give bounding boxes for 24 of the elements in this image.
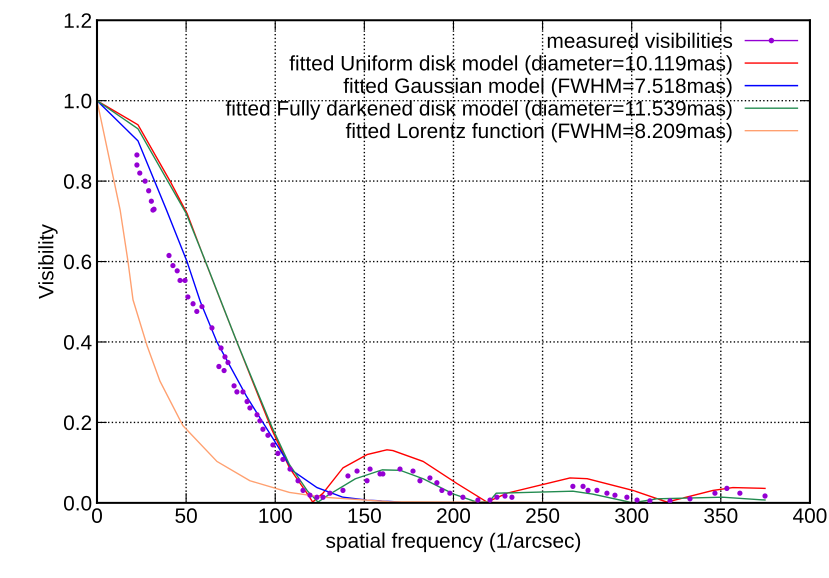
x-tick-label: 350 (704, 508, 738, 524)
legend-label: fitted Uniform disk model (diameter=10.119mas) (290, 55, 732, 75)
legend-label: fitted Fully darkened disk model (diameter=11.539mas) (226, 100, 732, 120)
y-tick-label: 0.6 (64, 254, 92, 270)
x-tick-label: 150 (348, 508, 381, 524)
y-axis-title: Visibility (38, 224, 58, 299)
y-tick-label: 0.2 (64, 415, 92, 430)
x-tick-label: 100 (259, 508, 292, 524)
y-tick-label: 0.8 (64, 174, 92, 189)
x-tick-label: 400 (793, 508, 826, 524)
legend-label: fitted Gaussian model (FWHM=7.518mas) (344, 78, 732, 98)
y-tick-label: 0.0 (64, 496, 92, 511)
x-tick-label: 50 (175, 508, 197, 524)
y-tick-label: 1.2 (64, 13, 92, 28)
x-tick-label: 300 (615, 508, 648, 524)
x-axis-title: spatial frequency (1/arcsec) (326, 532, 580, 552)
x-tick-label: 200 (437, 508, 470, 524)
line-series (96, 100, 766, 503)
legend-label: fitted Lorentz function (FWHM=8.209mas) (346, 122, 732, 142)
x-tick-label: 0 (92, 508, 102, 524)
legend-label: measured visibilities (548, 32, 732, 48)
x-tick-label: 250 (526, 508, 560, 524)
y-tick-label: 0.4 (64, 334, 92, 350)
y-tick-label: 1.0 (64, 94, 92, 108)
